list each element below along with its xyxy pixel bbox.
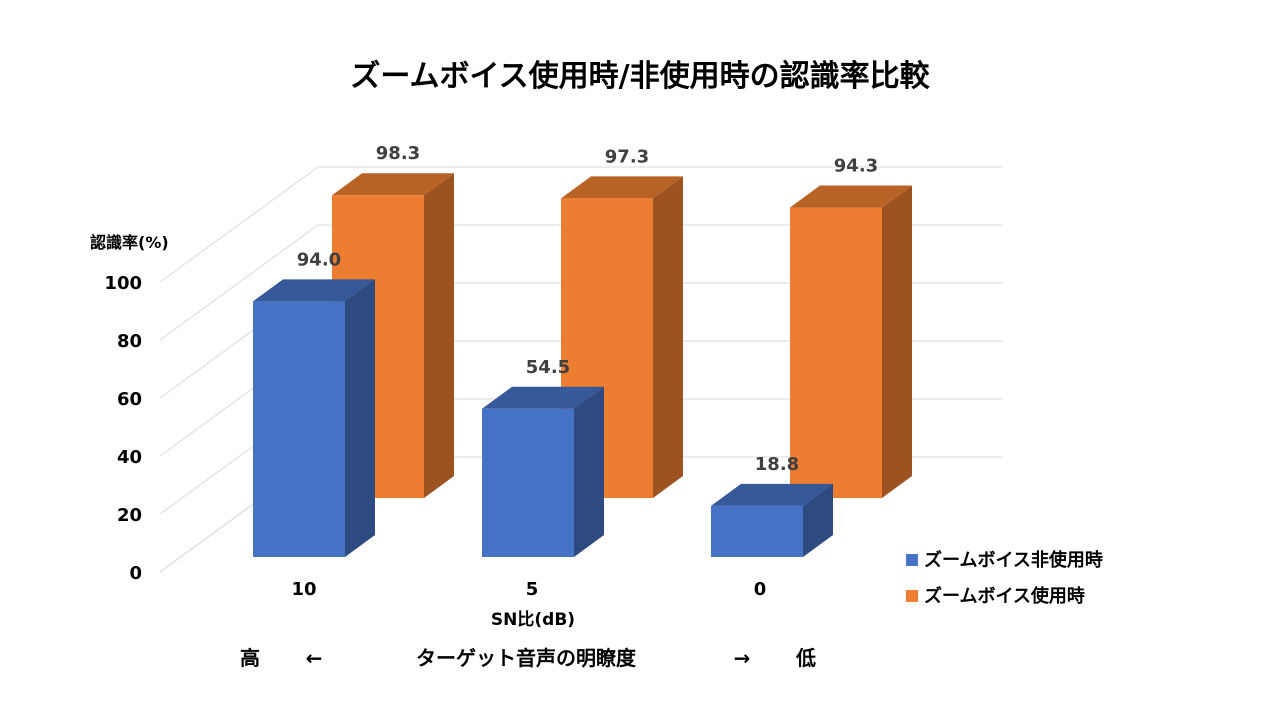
legend-swatch xyxy=(906,554,918,566)
bar-top xyxy=(790,185,912,208)
x-tick-labels: 10 5 0 xyxy=(291,579,766,600)
chart-title: ズームボイス使用時/非使用時の認識率比較 xyxy=(350,59,930,94)
bar-side xyxy=(345,279,375,557)
bar-side xyxy=(424,173,454,498)
bar-top xyxy=(253,279,375,302)
data-label: 94.3 xyxy=(834,156,878,177)
series-1-bars xyxy=(253,279,833,557)
data-labels: 98.3 97.3 94.3 94.0 54.5 18.8 xyxy=(297,143,878,475)
data-label: 18.8 xyxy=(755,454,799,475)
x-axis-label: SN比(dB) xyxy=(491,609,575,630)
caption-center: ターゲット音声の明瞭度 xyxy=(416,646,637,670)
y-axis-label: 認識率(%) xyxy=(90,233,169,252)
y-tick-label: 80 xyxy=(117,331,142,352)
data-label: 98.3 xyxy=(376,143,420,164)
bar-front xyxy=(482,408,574,557)
y-tick-label: 60 xyxy=(117,389,142,410)
bar-ズームボイス非使用時-0 xyxy=(711,483,833,557)
data-label: 54.5 xyxy=(526,357,570,378)
bar-top xyxy=(332,173,454,196)
legend-swatch xyxy=(906,590,918,602)
bar-top xyxy=(561,176,683,199)
bar-side xyxy=(653,176,683,499)
legend-label: ズームボイス使用時 xyxy=(924,585,1085,607)
x-tick-label: 0 xyxy=(754,579,767,600)
caption-left: 高 xyxy=(240,646,260,670)
gridline-side xyxy=(159,166,319,283)
gridline-side xyxy=(159,224,319,341)
caption-right: 低 xyxy=(795,646,816,670)
legend-label: ズームボイス非使用時 xyxy=(924,549,1103,571)
bar-side xyxy=(803,483,833,557)
x-tick-label: 5 xyxy=(526,579,539,600)
bar-ズームボイス非使用時-5 xyxy=(482,386,604,557)
bar-front xyxy=(790,207,882,498)
x-tick-label: 10 xyxy=(291,579,316,600)
y-tick-label: 20 xyxy=(117,505,142,526)
bar-top xyxy=(482,386,604,409)
bar-side xyxy=(882,185,912,498)
bar-front xyxy=(253,301,345,557)
bar-ズームボイス使用時-0 xyxy=(790,185,912,498)
bar-ズームボイス非使用時-10 xyxy=(253,279,375,557)
caption: 高 ← ターゲット音声の明瞭度 → 低 xyxy=(240,646,816,670)
caption-right-arrow: → xyxy=(734,646,751,670)
caption-left-arrow: ← xyxy=(306,646,323,670)
y-tick-label: 100 xyxy=(104,273,142,294)
data-label: 97.3 xyxy=(605,146,649,167)
y-tick-labels: 0 20 40 60 80 100 xyxy=(104,273,142,584)
series-2-bars xyxy=(332,173,912,499)
y-tick-label: 40 xyxy=(117,447,142,468)
bar-top xyxy=(711,483,833,506)
bar-front xyxy=(711,505,803,557)
data-label: 94.0 xyxy=(297,249,341,270)
bar-side xyxy=(574,386,604,557)
y-tick-label: 0 xyxy=(129,563,142,584)
